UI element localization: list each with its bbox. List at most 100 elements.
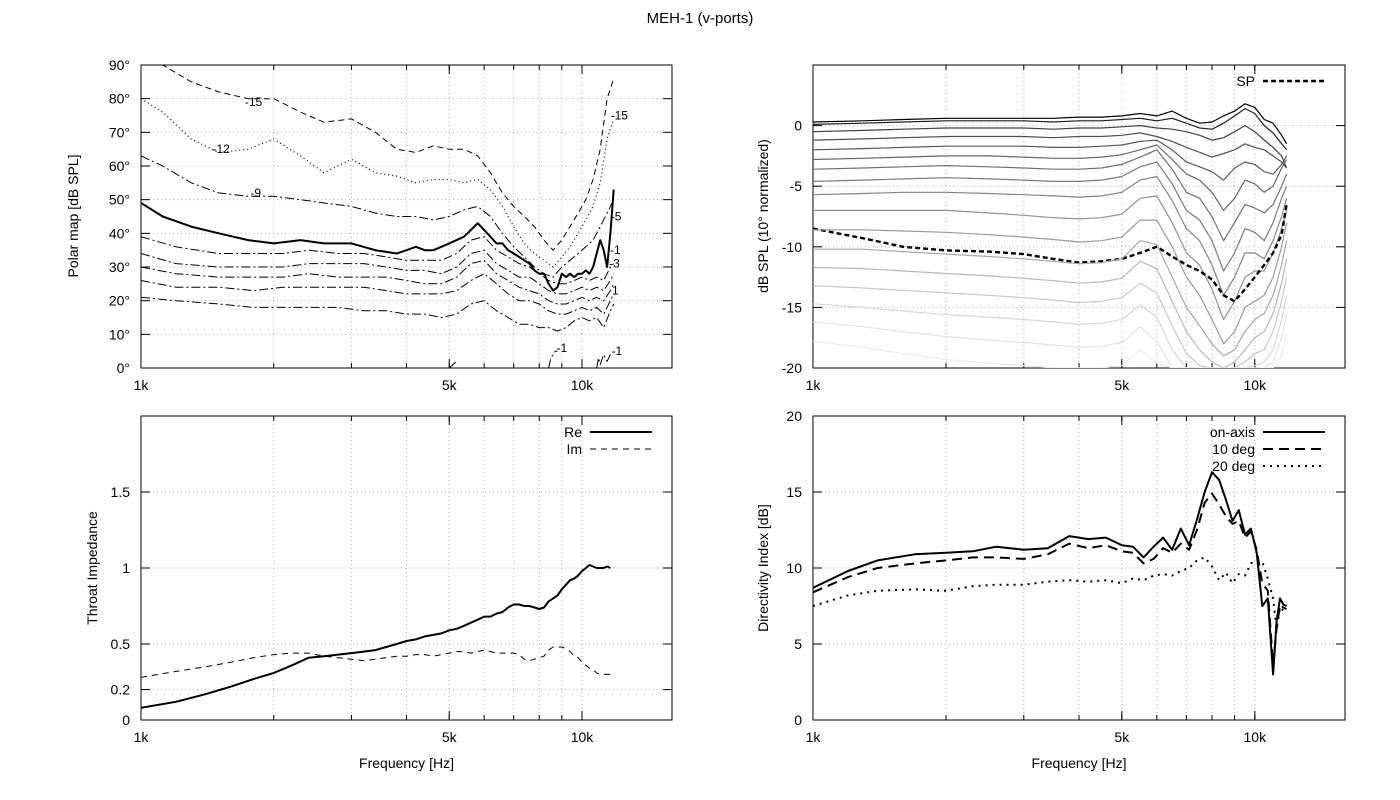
spl-series-line — [813, 161, 1288, 272]
polar-contour-label: -1 — [612, 344, 623, 358]
spl-series-line — [813, 149, 1288, 242]
polar-contour-label: 1 — [612, 284, 619, 298]
polar-series-line — [548, 350, 558, 368]
impedance-legend-label: Re — [564, 424, 582, 440]
spl-series-line — [813, 240, 1288, 357]
impedance-y-tick-label: 1.5 — [111, 484, 131, 500]
polar-y-tick-label: 30° — [109, 259, 130, 275]
spl-series-line — [813, 219, 1288, 345]
spl-y-axis-label: dB SPL (10° normalized) — [755, 139, 771, 293]
spl-series-line — [813, 295, 1288, 368]
polar-contour-label: -3 — [609, 257, 620, 271]
polar-contour-label: -1 — [610, 243, 621, 257]
spl-series-line — [813, 124, 1288, 169]
spl-series-line — [813, 144, 1288, 211]
spl-series-line — [813, 175, 1288, 296]
spl-series-line — [813, 276, 1288, 368]
impedance-x-axis-label: Frequency [Hz] — [359, 755, 454, 771]
spl-y-tick-label: -15 — [782, 299, 802, 315]
di-x-tick-label: 1k — [806, 729, 822, 745]
throat-impedance-panel: 1k 5k 10k 0 0.2 0.5 1 1.5 Throat Impedance Freque… — [84, 415, 673, 771]
di-y-tick-label: 10 — [786, 560, 802, 576]
di-x-tick-label: 10k — [1244, 729, 1268, 745]
polar-x-tick-label: 5k — [442, 377, 458, 393]
polar-series-line — [141, 98, 615, 268]
spl-series-line — [813, 313, 1288, 368]
spl-grid — [813, 65, 1345, 368]
spl-series-line — [813, 258, 1288, 368]
di-legend-label: 20 deg — [1212, 458, 1255, 474]
polar-series-line — [596, 354, 611, 368]
spl-series-group — [813, 103, 1288, 368]
impedance-y-tick-label: 0.2 — [111, 682, 131, 698]
di-series-line — [813, 492, 1288, 667]
spl-series-line — [813, 195, 1288, 321]
polar-series-line — [141, 65, 615, 251]
polar-series-line — [141, 189, 615, 292]
di-y-tick-label: 15 — [786, 484, 802, 500]
impedance-y-tick-label: 1 — [122, 560, 130, 576]
impedance-y-tick-label: 0 — [122, 712, 130, 728]
polar-contour-label: -9 — [250, 186, 261, 200]
di-series-group — [813, 471, 1288, 676]
polar-y-tick-label: 80° — [109, 91, 130, 107]
polar-series-line — [141, 273, 615, 315]
polar-plot-frame — [140, 64, 673, 369]
di-legend-label: 10 deg — [1212, 441, 1255, 457]
polar-x-tick-label: 10k — [571, 377, 595, 393]
polar-y-tick-label: 60° — [109, 158, 130, 174]
di-y-tick-label: 0 — [794, 712, 802, 728]
polar-series-line — [141, 296, 615, 332]
directivity-index-panel: 1k 5k 10k 0 5 10 15 20 Directivity Index [dB] Fre… — [755, 408, 1346, 771]
polar-series-line — [448, 360, 458, 368]
polar-contour-label: -5 — [611, 210, 622, 224]
spl-series-line — [813, 204, 1288, 303]
impedance-series-line — [141, 564, 611, 709]
impedance-x-tick-label: 1k — [134, 729, 150, 745]
polar-series-line — [141, 249, 615, 295]
impedance-series-line — [141, 646, 611, 678]
polar-series-line — [141, 155, 615, 278]
polar-y-axis-label: Polar map [dB SPL] — [65, 155, 81, 278]
spl-x-tick-label: 10k — [1244, 377, 1268, 393]
polar-series-group — [141, 65, 615, 368]
polar-contour-label: -15 — [611, 109, 629, 123]
polar-contour-label: -12 — [213, 142, 231, 156]
polar-map-panel: 1k 5k 10k 0° 10° 20° 30° 40° 50° 60° 70° 80° 90° Pola… — [65, 57, 673, 393]
di-y-tick-label: 20 — [786, 408, 802, 424]
di-legend-label: on-axis — [1210, 424, 1255, 440]
impedance-x-tick-label: 10k — [571, 729, 595, 745]
polar-contour-label: -15 — [245, 95, 263, 109]
spl-series-line — [813, 139, 1288, 181]
polar-y-tick-label: 90° — [109, 57, 130, 73]
spl-plot-frame — [812, 64, 1346, 369]
spl-y-tick-label: 0 — [794, 118, 802, 134]
impedance-legend-label: Im — [566, 441, 582, 457]
impedance-y-tick-label: 0.5 — [111, 636, 131, 652]
spl-y-tick-label: -20 — [782, 360, 802, 376]
spl-legend: SP — [1236, 73, 1325, 89]
impedance-grid — [141, 416, 672, 720]
polar-y-tick-label: 20° — [109, 293, 130, 309]
polar-y-tick-label: 40° — [109, 225, 130, 241]
impedance-series-group — [141, 564, 611, 709]
di-x-tick-label: 5k — [1114, 729, 1130, 745]
spl-y-tick-label: -5 — [790, 178, 803, 194]
spl-series-line — [813, 103, 1288, 145]
polar-y-tick-label: 50° — [109, 192, 130, 208]
impedance-y-axis-label: Throat Impedance — [84, 511, 100, 625]
di-y-axis-label: Directivity Index [dB] — [755, 504, 771, 632]
polar-contour-label: -1 — [556, 341, 567, 355]
di-x-axis-label: Frequency [Hz] — [1032, 755, 1127, 771]
spl-legend-label: SP — [1236, 73, 1255, 89]
polar-y-tick-label: 10° — [109, 326, 130, 342]
impedance-x-tick-label: 5k — [442, 729, 458, 745]
polar-y-tick-label: 0° — [117, 360, 130, 376]
figure-title: MEH-1 (v-ports) — [647, 10, 754, 27]
spl-y-tick-label: -10 — [782, 239, 802, 255]
spl-series-line — [813, 331, 1288, 368]
spl-x-tick-label: 5k — [1114, 377, 1130, 393]
